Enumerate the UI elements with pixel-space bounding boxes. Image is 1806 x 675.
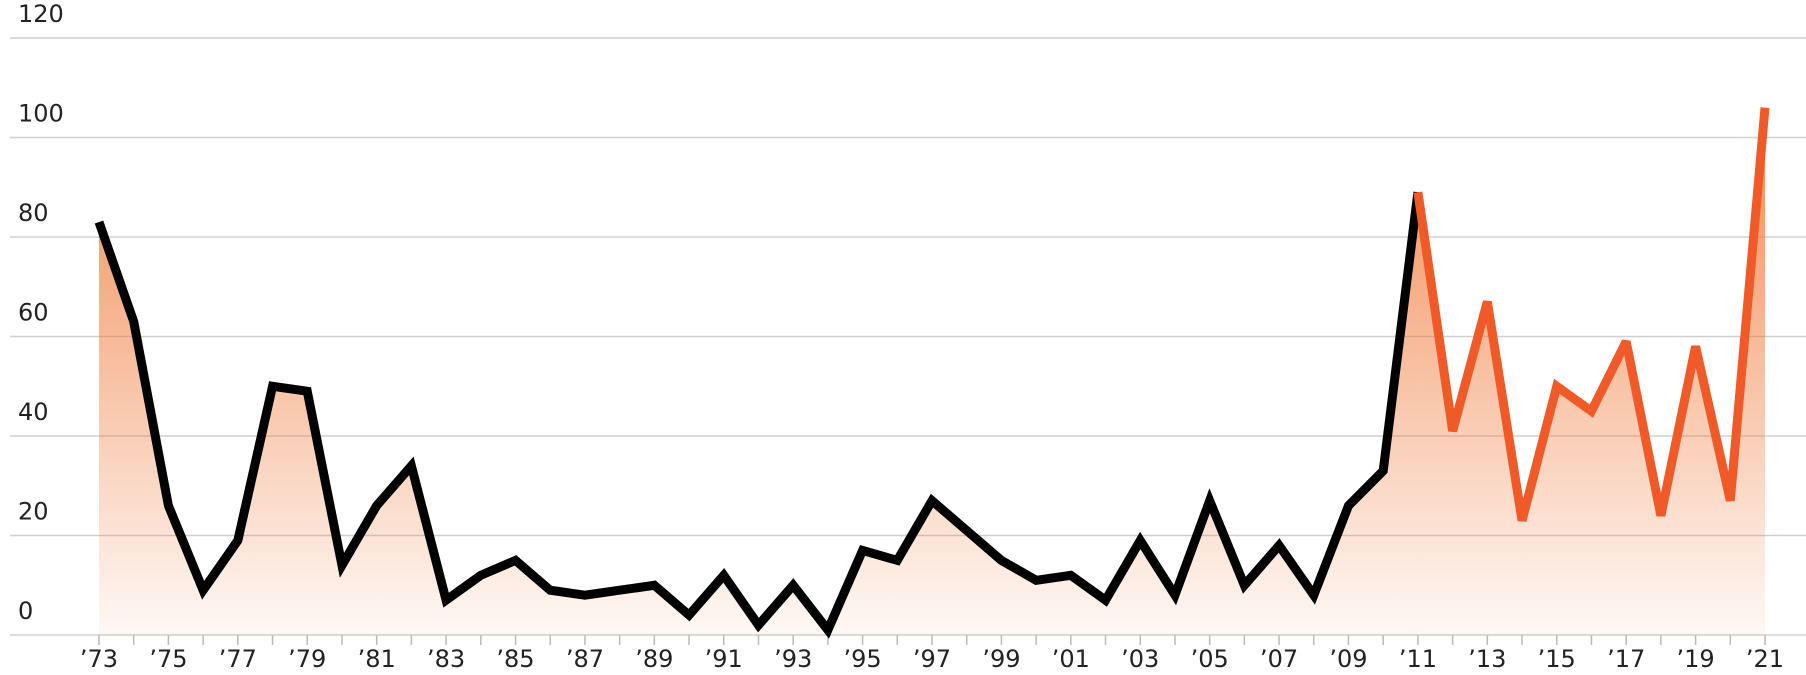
y-tick-label: 40 [18, 398, 49, 426]
area [99, 192, 1418, 635]
x-tick-label: ’91 [705, 645, 743, 673]
x-tick-label: ’77 [219, 645, 257, 673]
x-tick-label: ’05 [1191, 645, 1229, 673]
line [94, 191, 1423, 639]
x-tick-label: ’83 [427, 645, 465, 673]
y-tick-label: 120 [18, 0, 64, 28]
x-tick-label: ’95 [843, 645, 881, 673]
x-tick-label: ’73 [80, 645, 118, 673]
x-tick-label: ’97 [913, 645, 951, 673]
x-tick-label: ’07 [1260, 645, 1298, 673]
x-tick-label: ’17 [1607, 645, 1645, 673]
x-tick-label: ’11 [1399, 645, 1437, 673]
x-tick-label: ’75 [149, 645, 187, 673]
y-tick-label: 80 [18, 199, 49, 227]
y-tick-label: 100 [18, 100, 64, 128]
y-tick-label: 60 [18, 299, 49, 327]
x-tick-label: ’79 [288, 645, 326, 673]
x-tick-label: ’99 [982, 645, 1020, 673]
x-tick-label: ’21 [1746, 645, 1784, 673]
x-tick-label: ’87 [566, 645, 604, 673]
x-tick-label: ’09 [1329, 645, 1367, 673]
x-tick-label: ’19 [1676, 645, 1714, 673]
x-tick-label: ’01 [1052, 645, 1090, 673]
x-tick-label: ’13 [1468, 645, 1506, 673]
y-tick-label: 0 [18, 597, 33, 625]
area [1417, 107, 1765, 635]
x-tick-label: ’03 [1121, 645, 1159, 673]
x-tick-label: ’89 [635, 645, 673, 673]
x-tick-label: ’85 [496, 645, 534, 673]
y-tick-label: 20 [18, 498, 49, 526]
line [1413, 107, 1770, 522]
x-tick-label: ’81 [358, 645, 396, 673]
x-tick-label: ’93 [774, 645, 812, 673]
x-tick-label: ’15 [1538, 645, 1576, 673]
